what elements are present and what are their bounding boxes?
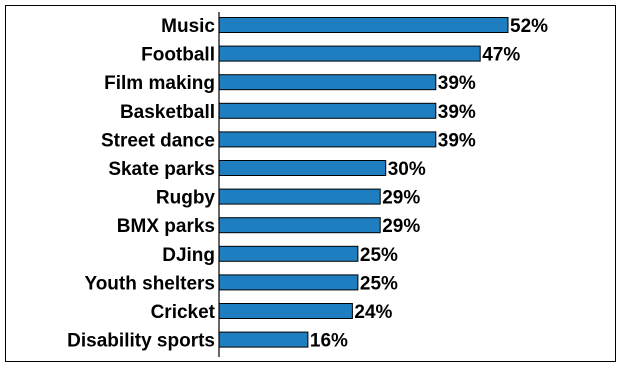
category-label: Street dance xyxy=(101,130,215,151)
category-label: Basketball xyxy=(120,102,215,123)
bars-layer xyxy=(218,17,509,348)
bar xyxy=(218,245,359,262)
category-label: DJing xyxy=(162,245,215,266)
category-label: Rugby xyxy=(156,188,216,209)
value-label: 16% xyxy=(310,331,348,352)
value-label: 30% xyxy=(388,159,426,180)
bar xyxy=(218,160,387,176)
value-label: 25% xyxy=(360,245,398,266)
bar xyxy=(218,102,437,119)
category-label: Disability sports xyxy=(67,331,215,352)
bar xyxy=(218,217,381,234)
bar xyxy=(218,17,509,33)
category-label: Football xyxy=(141,45,215,66)
labels-layer: Music 52% Football 47% Film making 39% Basketb… xyxy=(67,16,548,352)
value-label: 29% xyxy=(382,188,420,209)
value-label: 39% xyxy=(438,73,476,94)
bar xyxy=(218,188,381,205)
category-label: Film making xyxy=(104,73,215,94)
value-label: 39% xyxy=(438,102,476,123)
chart-frame xyxy=(5,5,616,362)
bar xyxy=(218,74,437,91)
category-label: Music xyxy=(161,16,215,37)
bar xyxy=(218,131,437,148)
bar xyxy=(218,45,481,62)
bar xyxy=(218,274,359,291)
category-label: Cricket xyxy=(151,302,216,323)
bar xyxy=(218,303,353,319)
bar xyxy=(218,331,309,348)
category-label: Youth shelters xyxy=(84,273,215,294)
value-label: 25% xyxy=(360,273,398,294)
category-label: BMX parks xyxy=(117,216,215,237)
category-label: Skate parks xyxy=(108,159,215,180)
value-label: 39% xyxy=(438,130,476,151)
value-label: 47% xyxy=(482,45,520,66)
value-label: 52% xyxy=(510,16,548,37)
value-label: 24% xyxy=(354,302,392,323)
value-label: 29% xyxy=(382,216,420,237)
